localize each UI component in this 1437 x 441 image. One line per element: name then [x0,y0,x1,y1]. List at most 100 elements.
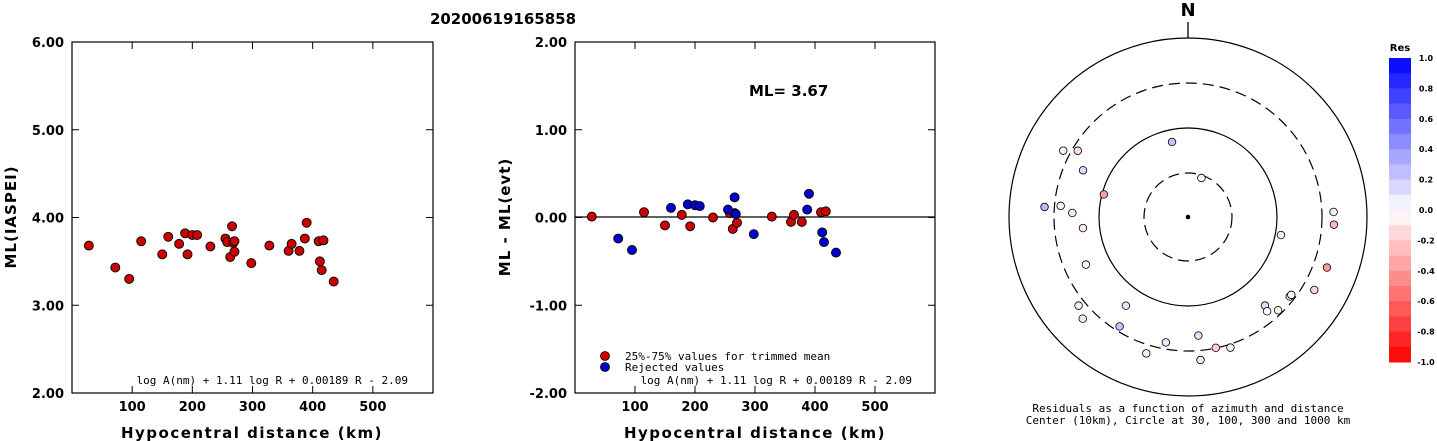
colorbar-tick-label: -0.8 [1417,328,1435,337]
ring-1000km [1008,37,1368,397]
residual-point [796,216,807,227]
ml-iaspei-x-ticks: 100 200 300 400 500 [119,42,386,415]
ml-iaspei-y-tick-label: 6.00 [32,36,64,51]
colorbar-cell [1389,210,1411,226]
colorbar-cell [1389,255,1411,272]
colorbar-tick-label: 0.2 [1419,176,1433,185]
polar-caption-line-2: Center (10km), Circle at 30, 100, 300 an… [1026,414,1351,427]
azimuth-point [1196,355,1205,365]
azimuth-point [1068,208,1077,218]
azimuth-point [1040,202,1049,212]
azimuth-panel: N Residuals as a function of azimuth and… [1008,0,1368,427]
residual-point [732,217,742,228]
azimuth-point [1310,285,1319,295]
residual-panel: -2.00 -1.00 0.00 1.00 2.00 100 200 300 400 500 M… [496,36,936,441]
ml-iaspei-point [229,236,240,247]
ml-iaspei-point [124,273,135,284]
azimuth-point [1078,166,1088,175]
ml-iaspei-point [83,240,94,251]
ring-100km [1098,127,1278,307]
ml-iaspei-point [227,221,237,232]
polar-caption-line-1: Residuals as a function of azimuth and d… [1032,402,1343,415]
azimuth-point [1167,137,1177,147]
azimuth-point [1078,314,1087,323]
residual-points [586,188,841,258]
colorbar-cell [1389,103,1411,120]
residual-point [613,233,624,244]
ml-iaspei-point [205,241,216,252]
residual-point [831,247,841,258]
residual-point [766,211,777,222]
residual-point [723,204,733,215]
colorbar-cell [1389,88,1411,105]
ml-iaspei-point [229,246,240,257]
residual-point [676,209,687,220]
colorbar-tick-label: 0.6 [1419,115,1434,124]
residual-colorbar: Res 1.0 0.8 0.6 0.4 0.2 0.0 -0.2 -0.4 -0.6 -0.8 -1… [1389,43,1435,367]
residual-x-tick-label: 400 [801,400,828,415]
residual-point [666,202,676,213]
colorbar-cell [1389,164,1411,181]
ml-iaspei-point [174,238,185,249]
ml-iaspei-x-axis-label: Hypocentral distance (km) [121,424,383,441]
colorbar-tick-label: -0.4 [1417,267,1435,276]
residual-formula: log A(nm) + 1.11 log R + 0.00189 R - 2.0… [640,374,912,387]
colorbar-cells [1389,58,1411,363]
ml-iaspei-y-tick-label: 5.00 [32,124,64,139]
residual-point [729,192,740,203]
ml-iaspei-y-ticks: 2.00 3.00 4.00 5.00 6.00 [32,36,433,402]
residual-y-tick-label: 2.00 [535,36,567,51]
colorbar-cell [1389,270,1411,287]
azimuth-point [1322,263,1332,272]
ml-iaspei-point [246,258,257,269]
colorbar-cell [1389,194,1411,211]
azimuth-point [1276,230,1286,240]
azimuth-point [1329,207,1338,217]
colorbar-tick-label: 0.4 [1419,145,1434,154]
ml-iaspei-point [157,249,168,260]
colorbar-cell [1389,346,1411,363]
residual-point [802,204,813,215]
ml-iaspei-x-tick-label: 400 [299,400,326,415]
azimuth-point [1262,307,1272,316]
residual-x-tick-label: 200 [681,400,708,415]
azimuth-point [1073,146,1082,155]
ml-iaspei-y-tick-label: 4.00 [32,212,64,227]
residual-x-axis-label: Hypocentral distance (km) [624,424,886,441]
azimuth-point [1287,290,1296,300]
figure-title: 20200619165858 [430,10,576,28]
residual-y-axis-label: ML - ML(evt) [496,158,514,276]
residual-y-ticks: -2.00 -1.00 0.00 1.00 2.00 [530,36,935,402]
azimuth-point [1211,343,1221,353]
ml-iaspei-x-tick-label: 100 [119,400,146,415]
ml-iaspei-point [110,262,121,273]
ml-iaspei-point [318,235,329,246]
residual-x-tick-label: 500 [861,400,888,415]
residual-point [819,237,829,248]
residual-point [660,220,670,231]
residual-point [708,212,718,223]
colorbar-cell [1389,118,1411,135]
azimuth-point [1226,343,1235,352]
ml-iaspei-point [299,233,310,244]
residual-point [820,206,831,217]
azimuth-point [1078,223,1088,233]
residual-point [730,209,741,219]
colorbar-cell [1389,240,1411,257]
ml-iaspei-x-tick-label: 300 [239,400,266,415]
azimuth-point [1194,331,1203,340]
ml-iaspei-panel: 2.00 3.00 4.00 5.00 6.00 100 200 300 400 500 log… [2,36,434,441]
residual-point [586,211,597,222]
azimuth-point [1121,301,1131,310]
residual-point [804,188,814,199]
residual-x-tick-label: 300 [741,400,768,415]
residual-point [789,209,799,220]
colorbar-ticks: 1.0 0.8 0.6 0.4 0.2 0.0 -0.2 -0.4 -0.6 -0.8 -1.0 [1417,54,1435,367]
legend-marker-trimmed [600,351,610,361]
residual-legend: 25%-75% values for trimmed mean Rejected… [600,350,830,374]
ml-iaspei-point [314,256,325,267]
azimuth-point [1329,220,1339,229]
colorbar-tick-label: -0.6 [1417,297,1435,306]
azimuth-point [1115,322,1124,331]
